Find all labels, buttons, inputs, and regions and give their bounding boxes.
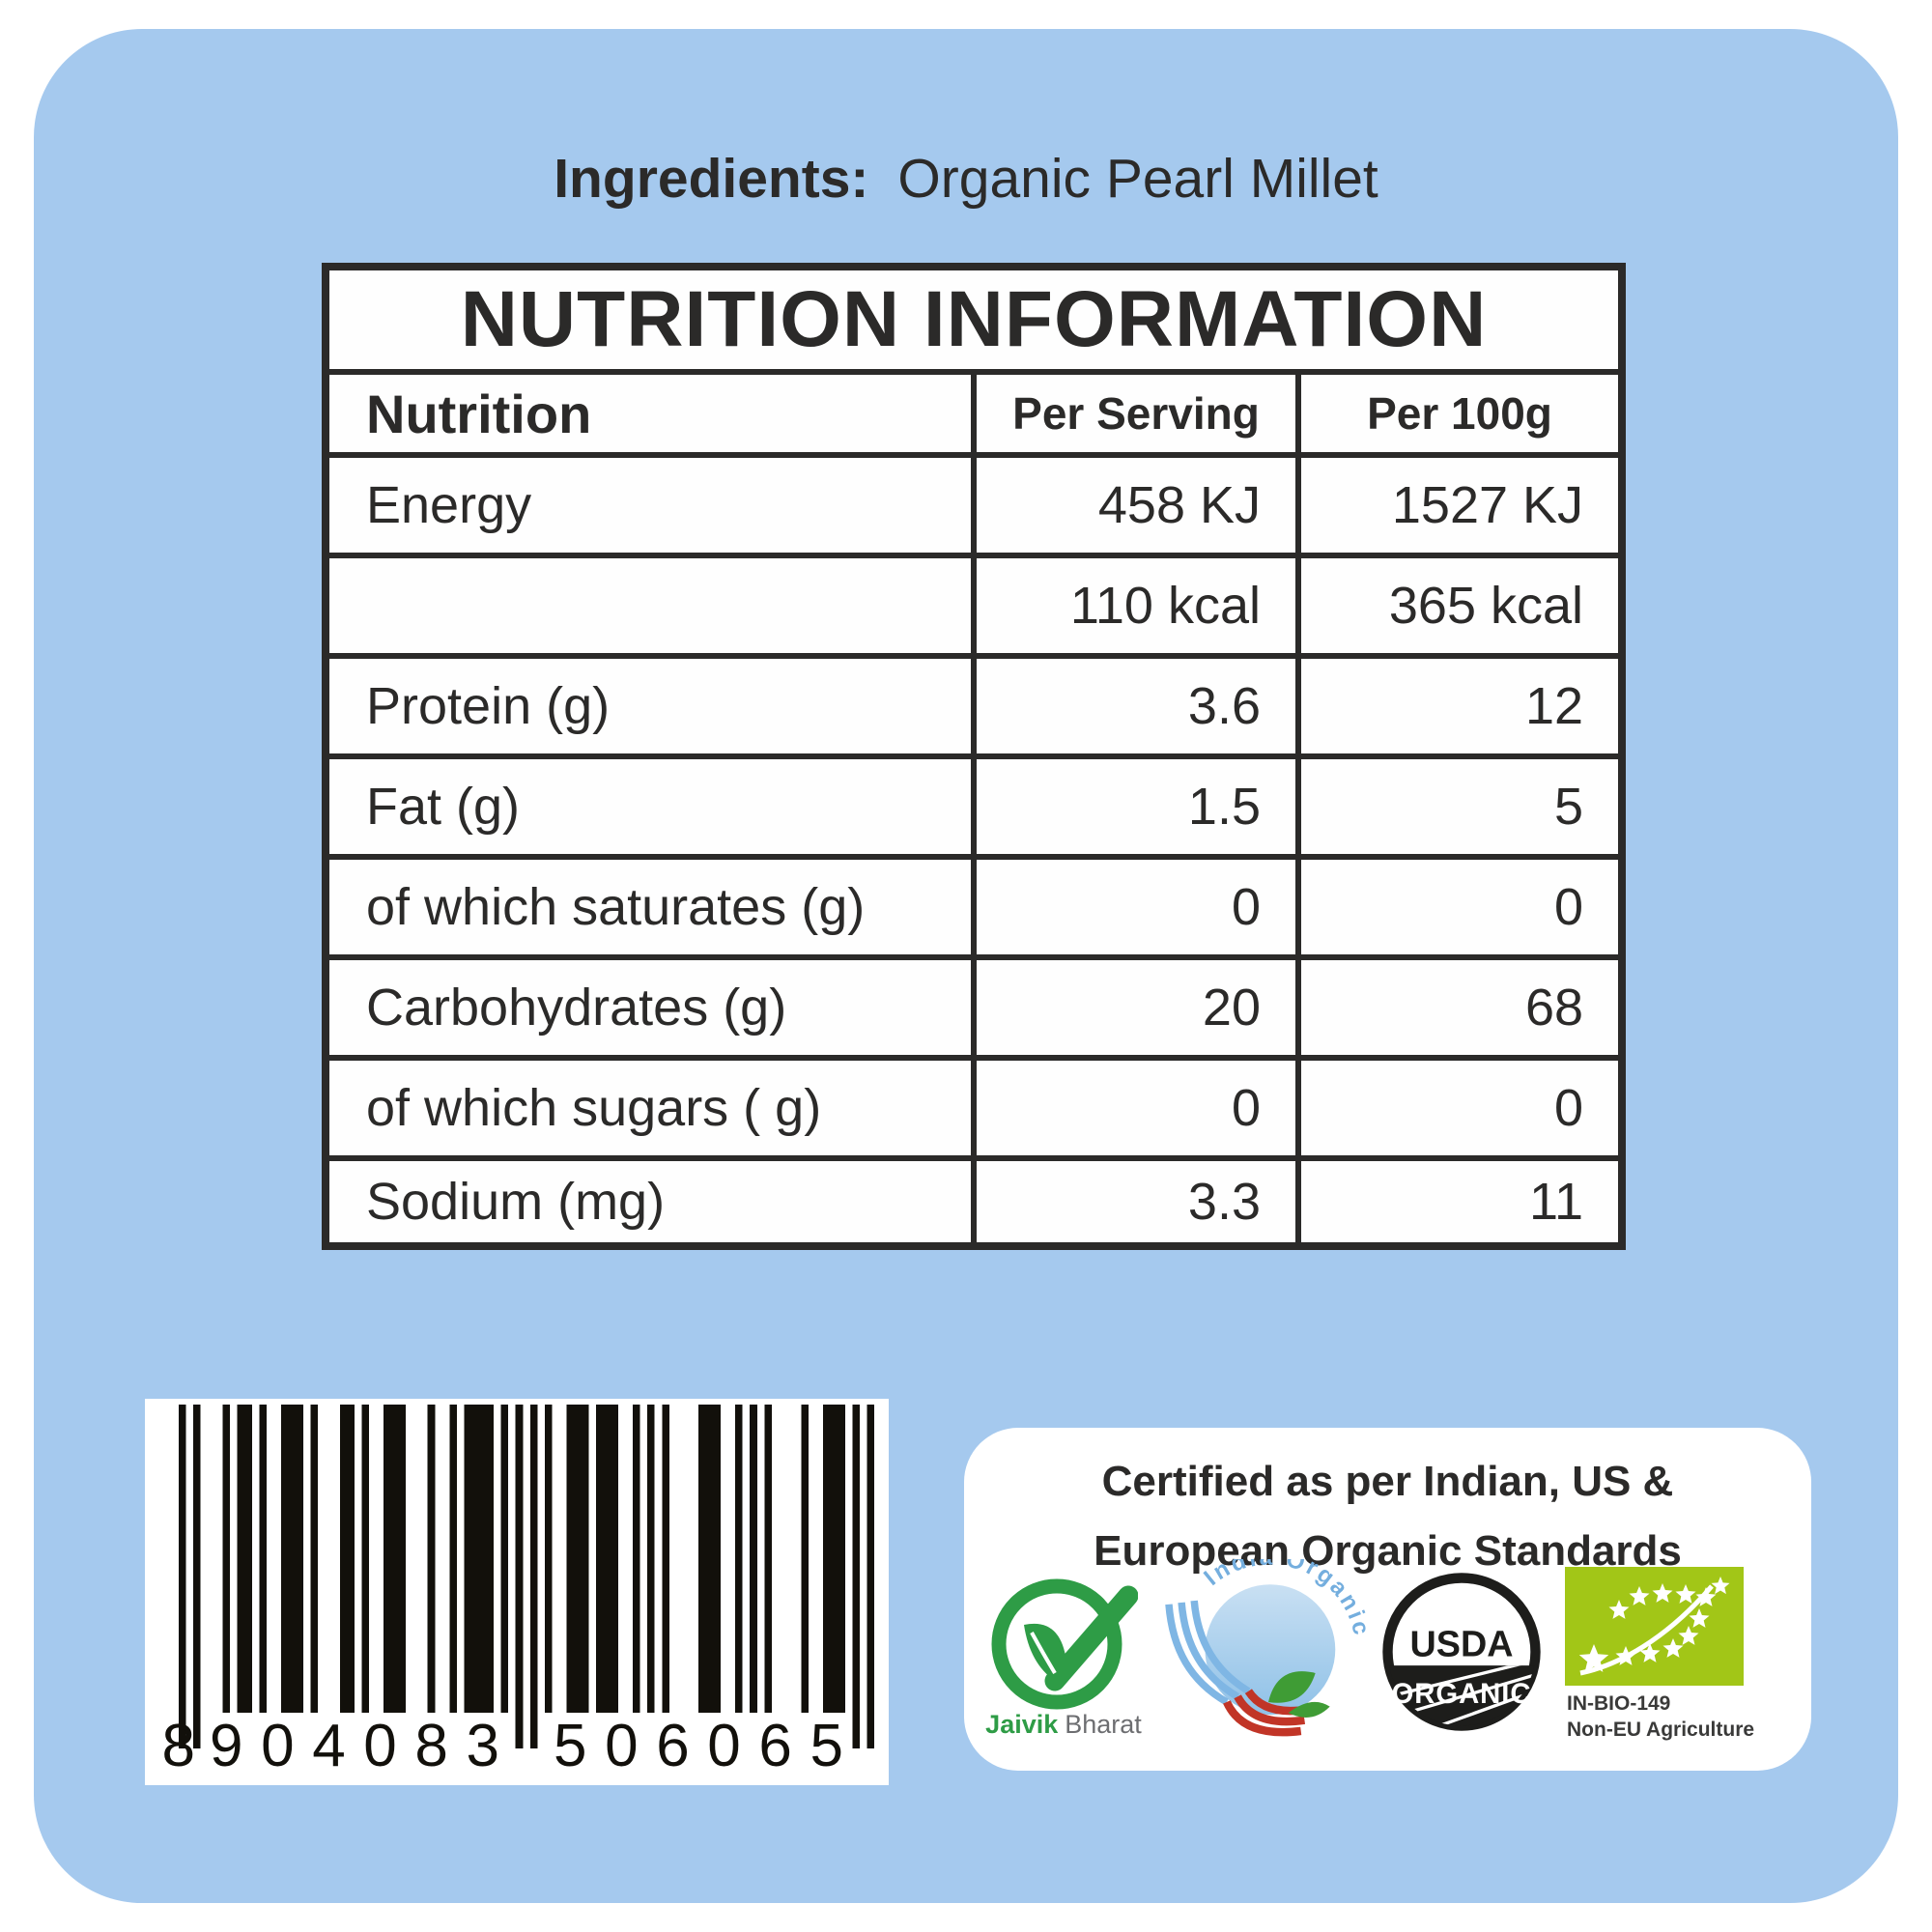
certification-panel: Certified as per Indian, US & European O…	[964, 1428, 1811, 1771]
nutrition-table: NUTRITION INFORMATION Nutrition Per Serv…	[322, 263, 1627, 1250]
row-per-100g: 12	[1294, 653, 1626, 759]
row-per-serving: 110 kcal	[971, 553, 1301, 659]
eu-organic-logo: IN-BIO-149 Non-EU Agriculture	[1565, 1567, 1758, 1760]
table-row-sodium: Sodium (mg) 3.3 11	[323, 1155, 1626, 1249]
row-label: Carbohydrates (g)	[323, 954, 977, 1061]
table-row-carbohydrates: Carbohydrates (g) 20 68	[323, 954, 1626, 1061]
row-label: Sodium (mg)	[323, 1155, 977, 1249]
col-header-per-100g: Per 100g	[1294, 369, 1626, 458]
jaivik-word: Jaivik	[985, 1710, 1059, 1739]
row-per-serving: 458 KJ	[971, 452, 1301, 558]
usda-organic-text: ORGANIC	[1392, 1679, 1532, 1710]
barcode-digits-right: 506065	[554, 1713, 843, 1779]
jaivik-bharat-logo: Jaivik Bharat	[983, 1569, 1142, 1762]
row-per-serving: 0	[971, 1055, 1301, 1161]
usda-text: USDA	[1409, 1625, 1513, 1665]
eu-leaf-icon	[1565, 1567, 1744, 1686]
col-header-per-serving: Per Serving	[971, 369, 1301, 458]
barcode-digit-first: 8	[162, 1713, 195, 1779]
row-per-100g: 1527 KJ	[1294, 452, 1626, 558]
row-label: of which sugars ( g)	[323, 1055, 977, 1161]
eu-code: IN-BIO-149	[1567, 1692, 1671, 1715]
usda-organic-seal: USDA ORGANIC	[1379, 1570, 1544, 1734]
ingredients-value: Organic Pearl Millet	[897, 148, 1378, 210]
table-row-fat: Fat (g) 1.5 5	[323, 753, 1626, 860]
barcode-svg: 8 904083 506065	[162, 1405, 875, 1779]
row-per-serving: 0	[971, 854, 1301, 960]
col-header-nutrition: Nutrition	[323, 369, 977, 458]
barcode-bars	[179, 1405, 875, 1748]
eu-origin: Non-EU Agriculture	[1567, 1719, 1755, 1741]
barcode-digits-left: 904083	[210, 1713, 499, 1779]
nutrition-table-title: NUTRITION INFORMATION	[322, 264, 1626, 375]
usda-organic-icon: USDA ORGANIC	[1382, 1573, 1541, 1731]
row-per-100g: 11	[1294, 1155, 1626, 1249]
table-row-energy-kcal: 110 kcal 365 kcal	[323, 553, 1626, 659]
row-per-100g: 0	[1294, 854, 1626, 960]
row-per-100g: 68	[1294, 954, 1626, 1061]
ingredients-label: Ingredients:	[554, 148, 869, 210]
row-per-100g: 5	[1294, 753, 1626, 860]
row-per-serving: 3.6	[971, 653, 1301, 759]
jaivik-bharat-label: Jaivik Bharat	[972, 1710, 1155, 1740]
barcode: 8 904083 506065	[145, 1399, 889, 1785]
row-label: of which saturates (g)	[323, 854, 977, 960]
table-row-protein: Protein (g) 3.6 12	[323, 653, 1626, 759]
eu-certification-text: IN-BIO-149 Non-EU Agriculture	[1567, 1690, 1754, 1743]
row-per-serving: 20	[971, 954, 1301, 1061]
jaivik-check-icon	[991, 1578, 1139, 1710]
row-per-serving: 3.3	[971, 1155, 1301, 1249]
table-row-energy: Energy 458 KJ 1527 KJ	[323, 452, 1626, 558]
india-organic-logo: India Organic	[1152, 1544, 1372, 1758]
eu-stars	[1578, 1577, 1730, 1672]
row-per-100g: 0	[1294, 1055, 1626, 1161]
cert-title-line2: European Organic Standards	[1094, 1527, 1682, 1575]
bharat-word: Bharat	[1065, 1710, 1142, 1739]
table-row-saturates: of which saturates (g) 0 0	[323, 854, 1626, 960]
table-row-sugars: of which sugars ( g) 0 0	[323, 1055, 1626, 1161]
row-label: Fat (g)	[323, 753, 977, 860]
row-label: Energy	[323, 452, 977, 558]
row-label: Protein (g)	[323, 653, 977, 759]
certification-title: Certified as per Indian, US & European O…	[964, 1447, 1811, 1586]
row-per-100g: 365 kcal	[1294, 553, 1626, 659]
cert-title-line1: Certified as per Indian, US &	[1101, 1458, 1674, 1505]
row-per-serving: 1.5	[971, 753, 1301, 860]
india-organic-icon: India Organic	[1165, 1544, 1372, 1737]
row-label	[323, 553, 977, 659]
ingredients-line: Ingredients: Organic Pearl Millet	[0, 147, 1932, 211]
